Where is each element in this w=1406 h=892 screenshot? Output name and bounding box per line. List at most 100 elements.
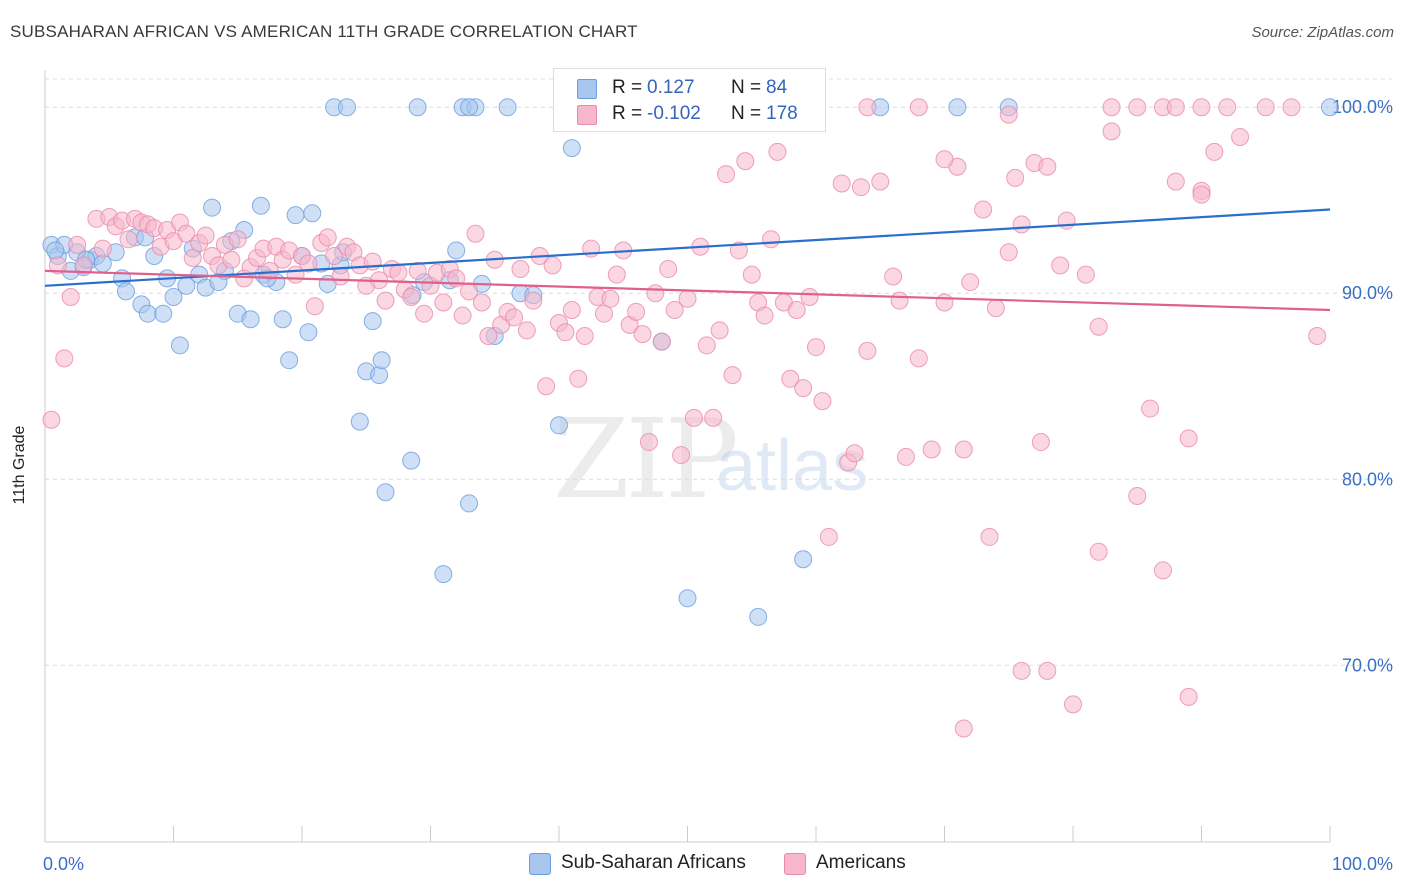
american-point: [48, 256, 67, 275]
subsaharan-point: [376, 483, 395, 502]
american-point: [1051, 256, 1070, 275]
american-point: [851, 178, 870, 197]
american-point: [607, 265, 626, 284]
american-point: [183, 248, 202, 267]
american-point: [768, 142, 787, 161]
american-point: [858, 98, 877, 117]
american-point: [832, 174, 851, 193]
stats-box: R = 0.127 N = 84 R = -0.102 N = 178: [553, 68, 826, 132]
american-point: [890, 291, 909, 310]
legend-label: Americans: [816, 852, 906, 873]
american-point: [299, 254, 318, 273]
american-point: [627, 302, 646, 321]
american-point: [736, 152, 755, 171]
american-point: [325, 247, 344, 266]
american-point: [331, 267, 350, 286]
american-point: [466, 224, 485, 243]
subsaharan-point: [46, 241, 65, 260]
american-point: [524, 291, 543, 310]
american-point: [601, 289, 620, 308]
american-point: [1179, 687, 1198, 706]
american-point: [678, 289, 697, 308]
american-point: [1128, 98, 1147, 117]
subsaharan-point: [241, 310, 260, 329]
american-point: [807, 338, 825, 357]
y-tick-label: 100.0%: [1332, 97, 1393, 117]
american-point: [93, 239, 112, 258]
american-point: [479, 327, 498, 346]
american-point: [845, 444, 864, 463]
r-label: R =: [612, 103, 643, 124]
american-point: [1153, 561, 1172, 580]
american-point: [723, 366, 742, 385]
subsaharan-point: [203, 198, 222, 217]
subsaharan-point: [550, 416, 568, 435]
subsaharan-point: [372, 351, 391, 370]
american-point: [684, 408, 703, 427]
x-tick-label: 100.0%: [1332, 854, 1393, 874]
american-point: [639, 433, 658, 452]
r-value: 0.127: [647, 77, 695, 98]
american-point: [1128, 486, 1147, 505]
american-point: [1166, 98, 1185, 117]
american-point: [1076, 265, 1095, 284]
american-point: [74, 256, 93, 275]
american-point: [909, 98, 928, 117]
american-point: [408, 261, 427, 280]
american-point: [871, 172, 890, 191]
american-point: [999, 105, 1018, 124]
american-point: [1205, 142, 1224, 161]
subsaharan-point: [1321, 98, 1339, 117]
n-label: N =: [731, 103, 762, 124]
stats-row-americans: R = -0.102 N = 178: [554, 101, 825, 127]
american-point: [196, 226, 215, 245]
american-point: [575, 327, 594, 346]
american-point: [594, 304, 613, 323]
american-point: [999, 243, 1018, 262]
subsaharan-point: [273, 310, 292, 329]
subsaharan-point: [337, 98, 356, 117]
subsaharan-point: [948, 98, 967, 117]
american-point: [1166, 172, 1185, 191]
american-point: [42, 410, 61, 429]
american-point: [1064, 695, 1082, 714]
american-point: [1038, 157, 1057, 176]
american-point: [569, 369, 588, 388]
american-point: [633, 325, 652, 344]
subsaharan-point: [402, 451, 421, 470]
subsaharan-point: [251, 196, 270, 215]
american-point: [935, 293, 954, 312]
american-point: [1256, 98, 1275, 117]
american-point: [434, 293, 453, 312]
american-point: [1282, 98, 1301, 117]
american-point: [794, 379, 813, 398]
n-label: N =: [731, 77, 762, 98]
american-point: [755, 306, 774, 325]
american-point: [402, 287, 421, 306]
american-point: [819, 527, 838, 546]
american-point: [652, 332, 671, 351]
american-point: [119, 230, 138, 249]
american-point: [697, 336, 716, 355]
american-point: [922, 440, 941, 459]
american-point: [68, 235, 87, 254]
american-point: [1192, 98, 1211, 117]
y-tick-label: 90.0%: [1342, 283, 1393, 303]
subsaharan-point: [303, 204, 322, 223]
american-point: [376, 291, 395, 310]
american-point: [305, 297, 324, 316]
y-tick-label: 70.0%: [1342, 655, 1393, 675]
american-point: [517, 321, 536, 340]
american-point: [556, 323, 575, 342]
american-point: [935, 150, 954, 169]
american-point: [717, 165, 736, 184]
american-point: [800, 287, 819, 306]
american-point: [954, 440, 973, 459]
american-point: [1102, 98, 1121, 117]
american-point: [1218, 98, 1237, 117]
american-point: [1141, 399, 1160, 418]
american-point: [1006, 168, 1025, 187]
american-point: [742, 265, 761, 284]
n-value: 178: [766, 103, 798, 124]
